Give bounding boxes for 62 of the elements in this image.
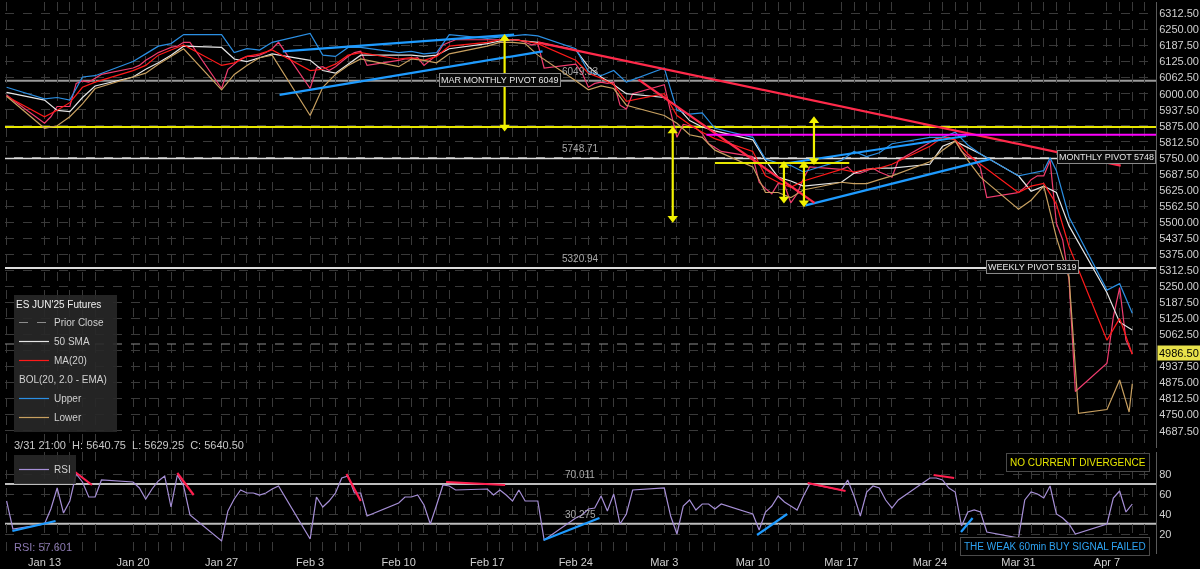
y-tick-label: 5625.00 xyxy=(1159,183,1199,196)
y-tick-label: 5187.50 xyxy=(1159,296,1199,309)
x-tick-label: Feb 10 xyxy=(381,556,416,568)
x-tick-label: Mar 10 xyxy=(735,556,770,568)
legend-label: Lower xyxy=(54,412,82,424)
x-tick-label: Jan 13 xyxy=(28,556,62,568)
y-tick-label: 40 xyxy=(1159,507,1172,520)
y-tick-label: 6125.00 xyxy=(1159,55,1199,68)
annotation: MAR MONTHLY PIVOT 6049 xyxy=(441,75,559,85)
annotation: RSI: 57.601 xyxy=(14,541,73,553)
y-tick-label: 5562.50 xyxy=(1159,199,1199,212)
y-tick-label: 5812.50 xyxy=(1159,135,1199,148)
x-tick-label: Feb 24 xyxy=(558,556,593,568)
x-tick-label: Jan 20 xyxy=(116,556,150,568)
y-tick-label: 5250.00 xyxy=(1159,280,1199,293)
x-tick-label: Mar 31 xyxy=(1001,556,1036,568)
y-tick-label: 5375.00 xyxy=(1159,247,1199,260)
x-tick-label: Mar 17 xyxy=(824,556,859,568)
legend-label: Upper xyxy=(54,393,82,405)
y-tick-label: 5875.00 xyxy=(1159,119,1199,132)
annotation: WEEKLY PIVOT 5319 xyxy=(988,262,1077,272)
text: 4986.50 xyxy=(1159,347,1199,359)
y-tick-label: 5125.00 xyxy=(1159,312,1199,325)
y-tick-label: 6312.50 xyxy=(1159,7,1199,20)
y-tick-label: 20 xyxy=(1159,527,1172,540)
y-tick-label: 4937.50 xyxy=(1159,360,1199,373)
y-tick-label: 6250.00 xyxy=(1159,23,1199,36)
x-tick-label: Apr 7 xyxy=(1093,556,1121,568)
y-tick-label: 5437.50 xyxy=(1159,231,1199,244)
y-tick-label: 5062.50 xyxy=(1159,328,1199,341)
legend-label: MA(20) xyxy=(54,355,87,367)
y-tick-label: 6000.00 xyxy=(1159,87,1199,100)
y-tick-label: 4687.50 xyxy=(1159,424,1199,437)
legend-label: RSI xyxy=(54,464,71,476)
annotation: BOL(20, 2.0 - EMA) xyxy=(19,374,107,386)
x-tick-label: Feb 17 xyxy=(470,556,505,568)
x-tick-label: Mar 3 xyxy=(650,556,679,568)
ref-line-label: 5748.71 xyxy=(562,143,599,154)
y-tick-label: 5750.00 xyxy=(1159,151,1199,164)
x-tick-label: Mar 24 xyxy=(912,556,948,568)
ref-line-label: 70.011 xyxy=(565,469,596,480)
legend-title: ES JUN'25 Futures xyxy=(16,299,102,310)
y-tick-label: 5500.00 xyxy=(1159,215,1199,228)
y-tick-label: 5312.50 xyxy=(1159,264,1199,277)
legend-label: 50 SMA xyxy=(54,336,90,348)
legend-label: Prior Close xyxy=(54,317,104,329)
y-tick-label: 60 xyxy=(1159,487,1172,500)
ref-line-label: 5320.94 xyxy=(562,253,599,264)
x-tick-label: Jan 27 xyxy=(205,556,239,568)
annotation: MONTHLY PIVOT 5748 xyxy=(1059,152,1155,162)
annotation: 3/31 21:00 H: 5640.75 L: 5629.25 C: 5640.50 xyxy=(14,439,244,451)
x-tick-label: Feb 3 xyxy=(296,556,325,568)
y-tick-label: 6187.50 xyxy=(1159,39,1199,52)
annotation: NO CURRENT DIVERGENCE xyxy=(1010,457,1146,468)
y-tick-label: 80 xyxy=(1159,467,1172,480)
y-tick-label: 6062.50 xyxy=(1159,71,1199,84)
y-tick-label: 5687.50 xyxy=(1159,167,1199,180)
y-tick-label: 4750.00 xyxy=(1159,408,1199,421)
y-tick-label: 5937.50 xyxy=(1159,103,1199,116)
y-tick-label: 4812.50 xyxy=(1159,392,1199,405)
y-tick-label: 4875.00 xyxy=(1159,376,1199,389)
annotation: THE WEAK 60min BUY SIGNAL FAILED xyxy=(964,541,1146,552)
